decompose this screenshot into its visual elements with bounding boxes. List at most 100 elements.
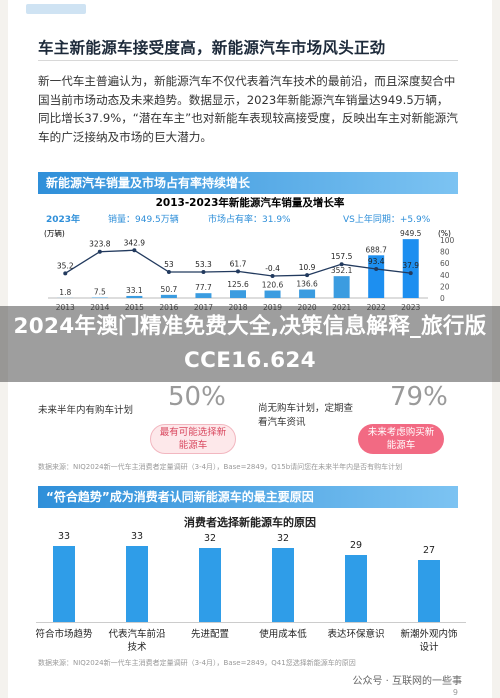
bar: [199, 548, 221, 622]
overlay-banner: 2024年澳门精准免费大全,决策信息解释_旅行版CCE16.624: [0, 306, 500, 382]
logo: [26, 4, 86, 14]
x-tick-label: 新潮外观内饰设计: [400, 629, 458, 653]
source-note: 数据来源：NIQ2024新一代车主消费者定量调研（3-4月），Base=2849…: [38, 463, 403, 471]
x-tick-label: 2013: [56, 303, 75, 312]
bar-label: 33: [57, 531, 71, 543]
bar-label: 1.8: [59, 288, 71, 297]
growth-label: 53.3: [195, 260, 212, 269]
baseline: [36, 622, 466, 623]
bar: [368, 255, 385, 298]
bar: [230, 290, 246, 298]
y-tick-label: 80: [440, 248, 450, 257]
reasons-chart: 33 符合市场趋势 33 代表汽车前沿技术 32 先进配置 32 使用成本低 29 表达环保意识 2…: [8, 0, 492, 698]
y-tick-label: 60: [440, 259, 450, 268]
legend-item: 2023年: [46, 213, 80, 225]
document: 车主新能源车接受度高，新能源汽车市场风头正劲 新一代车主普遍认为，新能源汽车不仅…: [8, 0, 492, 698]
x-tick-label: 代表汽车前沿技术: [108, 629, 166, 653]
bar: [195, 293, 212, 298]
y-tick-label: 0: [440, 294, 445, 303]
sales-chart: 2013-2023年新能源汽车销量及增长率 2023年 销量：949.5万辆 市场占有…: [44, 196, 455, 312]
x-tick-label: 2016: [159, 303, 178, 312]
axis-unit: (%): [438, 229, 451, 238]
bar: [53, 546, 75, 622]
bar-label: 50.7: [161, 285, 178, 294]
title: 车主新能源车接受度高，新能源汽车市场风头正劲: [38, 39, 386, 57]
survey-tag: 最有可能选择新能源车: [150, 424, 236, 454]
chart-title: 2013-2023年新能源汽车销量及增长率: [156, 196, 345, 209]
bar: [264, 290, 281, 298]
bar-label: 125.6: [227, 280, 249, 289]
bar: [418, 559, 440, 622]
growth-point: [305, 273, 310, 278]
bar-label: 32: [203, 533, 217, 545]
bar-label: 33.1: [126, 286, 143, 295]
bar: [126, 546, 148, 622]
y-tick-label: 40: [440, 271, 450, 280]
watermark: 公众号 · 互联网的一些事: [352, 676, 462, 687]
y-tick-label: 20: [440, 282, 450, 291]
bar-label: 688.7: [365, 245, 387, 254]
growth-point: [236, 269, 240, 274]
x-tick-label: 2023: [401, 303, 420, 312]
survey-desc: 未来半年内有购车计划: [38, 405, 134, 416]
x-tick-label: 2017: [194, 303, 213, 312]
bar-label: 27: [422, 544, 436, 556]
intro: 新一代车主普遍认为，新能源汽车不仅代表着汽车技术的最前沿，而且深度契合中国当前市…: [38, 74, 458, 144]
source-note: 数据来源：NIQ2024新一代车主消费者定量调研（3-4月），Base=2849…: [38, 659, 356, 667]
legend-item: 市场占有率：31.9%: [208, 213, 291, 225]
survey-desc: 尚无购车计划，定期查看汽车资讯: [258, 403, 354, 428]
growth-point: [270, 274, 275, 279]
overlay-text: 2024年澳门精准免费大全,决策信息解释_旅行版CCE16.624: [13, 314, 487, 373]
bar-label: 77.7: [195, 283, 212, 292]
page-number: 9: [452, 688, 458, 697]
growth-label: 53: [164, 260, 174, 269]
section-banner: “符合趋势”成为消费者认同新能源车的最主要原因: [38, 486, 458, 508]
bar-label: 33: [130, 531, 144, 543]
bar: [272, 548, 294, 622]
x-tick-label: 2020: [298, 303, 317, 312]
bar-label: 136.6: [296, 280, 318, 289]
bar: [402, 239, 419, 298]
bar-label: 7.5: [94, 288, 106, 297]
growth-label: 157.5: [331, 252, 353, 261]
x-tick-label: 2018: [228, 303, 247, 312]
bar-label: 949.5: [400, 229, 422, 238]
percent: 79%: [390, 382, 448, 412]
x-tick-label: 2022: [367, 303, 386, 312]
bar: [160, 294, 177, 298]
bar: [333, 276, 350, 298]
x-tick-label: 先进配置: [190, 629, 229, 640]
growth-point: [63, 271, 68, 276]
x-tick-label: 符合市场趋势: [35, 629, 93, 640]
bar-label: 32: [276, 533, 290, 545]
growth-label: 342.9: [124, 238, 146, 247]
x-tick-label: 2019: [263, 303, 282, 312]
x-tick-label: 2015: [125, 303, 144, 312]
growth-label: 323.8: [89, 240, 111, 249]
x-tick-label: 2021: [332, 303, 351, 312]
growth-label: 61.7: [230, 259, 247, 268]
divider: [38, 60, 458, 61]
growth-point: [132, 248, 137, 253]
growth-point: [408, 271, 413, 276]
bar-label: 352.1: [331, 266, 353, 275]
bar: [126, 295, 143, 298]
section-banner: 新能源汽车销量及市场占有率持续增长: [38, 172, 458, 194]
axis-unit: (万辆): [44, 228, 65, 238]
growth-point: [339, 262, 344, 267]
chart-title: 消费者选择新能源车的原因: [184, 516, 316, 529]
growth-label: 93.4: [368, 257, 385, 266]
growth-label: 35.2: [57, 261, 74, 270]
legend-item: 销量：949.5万辆: [108, 213, 179, 225]
growth-point: [201, 270, 206, 275]
x-tick-label: 2014: [90, 303, 109, 312]
growth-point: [374, 266, 379, 271]
x-tick-label: 使用成本低: [259, 629, 307, 640]
growth-point: [166, 270, 171, 275]
growth-point: [97, 249, 102, 254]
bar: [299, 289, 316, 298]
growth-label: 10.9: [299, 263, 316, 272]
x-tick-label: 表达环保意识: [327, 629, 385, 640]
bar-label: 29: [349, 540, 363, 552]
